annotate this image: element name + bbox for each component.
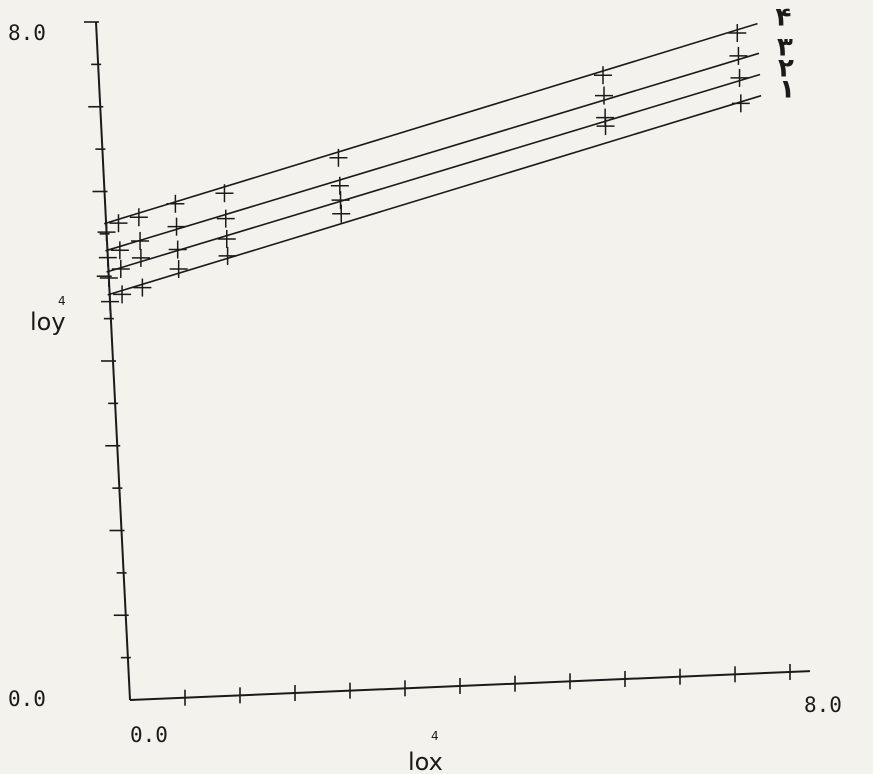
data-point — [218, 246, 237, 265]
fit-lines — [103, 22, 762, 296]
y-axis-label-sup: 4 — [58, 294, 66, 308]
axes — [95, 21, 811, 701]
data-point — [131, 231, 150, 250]
fit-line-1 — [105, 52, 760, 252]
data-point — [97, 223, 116, 242]
y-axis-label: loy — [30, 308, 66, 336]
data-point — [215, 184, 234, 203]
y-max-tick-label: 8.0 — [8, 21, 46, 45]
x-min-tick-label: 0.0 — [130, 723, 168, 747]
data-point — [593, 66, 612, 85]
x-axis-label: lox — [408, 748, 443, 774]
data-point — [169, 260, 188, 279]
series-label-1: ۱ — [779, 75, 795, 105]
series-label-3: ۳ — [777, 32, 793, 62]
y-min-tick-label: 0.0 — [8, 687, 46, 711]
data-point — [99, 268, 118, 287]
data-point — [101, 292, 120, 311]
data-point — [167, 217, 186, 236]
data-point — [133, 278, 152, 297]
data-point — [131, 248, 150, 267]
x-max-tick-label: 8.0 — [804, 693, 842, 717]
data-point — [728, 24, 747, 43]
fit-line-2 — [106, 73, 761, 273]
fit-line-0 — [103, 22, 758, 225]
data-point — [332, 204, 351, 223]
series-label-2: ۲ — [778, 54, 794, 84]
data-point — [129, 208, 148, 227]
data-point — [166, 194, 185, 213]
data-point — [111, 259, 130, 278]
data-point — [596, 117, 615, 136]
data-point — [109, 214, 128, 233]
x-axis-label-sup: 4 — [431, 729, 439, 743]
series-label-4: ۴ — [775, 3, 791, 33]
data-point — [98, 248, 117, 267]
x-axis-line — [129, 670, 811, 701]
data-point — [168, 240, 187, 259]
data-point — [731, 94, 750, 113]
axis-ticks — [84, 21, 791, 706]
data-point — [110, 241, 129, 260]
data-point — [217, 229, 236, 248]
data-point — [595, 86, 614, 105]
data-points — [97, 24, 750, 311]
data-point — [729, 46, 748, 65]
data-point — [113, 285, 132, 304]
fit-line-3 — [107, 94, 762, 296]
data-point — [730, 68, 749, 87]
data-point — [216, 209, 235, 228]
data-point — [329, 148, 348, 167]
